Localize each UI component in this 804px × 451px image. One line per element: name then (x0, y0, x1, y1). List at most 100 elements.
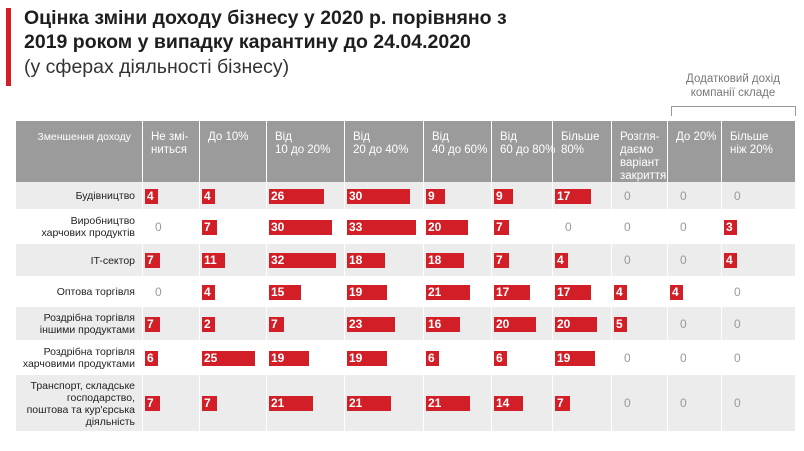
bar-value-label: 20 (496, 316, 510, 331)
bar-value-label: 7 (271, 316, 278, 331)
value-bar (269, 219, 332, 235)
value-bar (202, 284, 215, 300)
bar-value-label: 7 (557, 396, 564, 410)
value-bar (269, 396, 313, 411)
value-bar (614, 284, 627, 300)
value-bar (555, 284, 591, 300)
value-bar (145, 188, 158, 204)
bar-value-label: 2 (204, 316, 211, 331)
value-bar (347, 253, 385, 268)
row-cell (722, 307, 795, 340)
zero-value: 0 (624, 188, 631, 203)
bar-value-label: 23 (349, 316, 363, 331)
column-header: Від (432, 131, 449, 143)
row-label: Роздрібна торгівля (43, 312, 135, 324)
bar-value-label: 26 (271, 188, 285, 203)
header-cell (267, 121, 344, 182)
zero-value: 0 (680, 188, 687, 203)
column-header: Від (500, 131, 517, 143)
header-cell (16, 121, 142, 182)
bar-value-label: 11 (204, 253, 217, 267)
row-label: Транспорт, складське (30, 379, 136, 392)
value-bar (426, 284, 470, 300)
bar-value-label: 19 (557, 350, 571, 365)
zero-value: 0 (565, 219, 572, 234)
bar-value-label: 7 (496, 219, 503, 234)
column-header: Не змі- (151, 131, 189, 143)
bar-value-label: 21 (428, 284, 442, 299)
row-cell (668, 341, 721, 374)
header-cell (200, 121, 266, 182)
bar-value-label: 18 (349, 253, 363, 267)
chart-title: Оцінка зміни доходу бізнесу у 2020 р. по… (24, 7, 507, 53)
row-cell (722, 375, 795, 431)
bar-value-label: 32 (271, 253, 285, 267)
value-bar (202, 188, 215, 204)
row-cell (668, 210, 721, 243)
bar-value-label: 6 (428, 350, 435, 365)
bar-value-label: 7 (204, 219, 211, 234)
bar-value-label: 7 (496, 253, 503, 267)
value-bar (202, 219, 217, 235)
row-label: Будівництво (75, 190, 135, 202)
bar-value-label: 19 (349, 284, 363, 299)
bar-value-label: 7 (147, 253, 154, 267)
zero-value: 0 (680, 316, 687, 331)
row-cell (668, 244, 721, 276)
value-bar (269, 253, 336, 268)
corner-label: Зменшення доходу (37, 131, 131, 143)
bar-value-label: 4 (726, 253, 733, 267)
title-accent-bar (6, 8, 11, 86)
header-cell (345, 121, 423, 182)
value-bar (614, 316, 627, 332)
bar-value-label: 4 (616, 284, 623, 299)
column-header: Від (353, 131, 370, 143)
row-cell (553, 210, 611, 243)
header-cell (424, 121, 491, 182)
row-label: харчових продуктів (41, 227, 135, 239)
bar-value-label: 14 (496, 396, 510, 410)
zero-value: 0 (734, 284, 741, 299)
header-cell (722, 121, 795, 182)
row-cell (722, 182, 795, 209)
column-header: 20 до 40% (353, 144, 409, 156)
bar-value-label: 18 (428, 253, 442, 267)
value-bar (494, 316, 536, 332)
bar-value-label: 7 (147, 316, 154, 331)
row-cell (722, 341, 795, 374)
value-bar (269, 284, 301, 300)
header-cell (492, 121, 552, 182)
row-label: поштова та кур'єрська (26, 403, 135, 416)
column-header: 60 до 80% (500, 144, 556, 156)
zero-value: 0 (155, 284, 162, 299)
zero-value: 0 (680, 253, 687, 267)
bar-value-label: 4 (204, 188, 211, 203)
zero-value: 0 (680, 396, 687, 410)
row-cell (612, 182, 667, 209)
bar-value-label: 6 (496, 350, 503, 365)
value-bar (555, 350, 595, 366)
bar-value-label: 5 (616, 316, 623, 331)
bar-value-label: 33 (349, 219, 363, 234)
bar-value-label: 16 (428, 316, 442, 331)
column-header: ніж 20% (730, 144, 773, 156)
row-cell (612, 341, 667, 374)
row-cell (722, 277, 795, 306)
value-bar (269, 316, 284, 332)
bar-value-label: 9 (428, 188, 435, 203)
value-bar (145, 396, 160, 411)
value-bar (426, 316, 460, 332)
column-header: Від (275, 131, 292, 143)
row-cell (16, 182, 142, 209)
bar-value-label: 17 (496, 284, 510, 299)
bar-value-label: 9 (496, 188, 503, 203)
column-header: 80% (561, 144, 585, 156)
column-header: Розгля- (620, 131, 660, 143)
row-cell (143, 210, 199, 243)
zero-value: 0 (624, 396, 631, 410)
header-cell (143, 121, 199, 182)
column-header: До 10% (208, 131, 249, 143)
chart-subtitle: (у сферах діяльності бізнесу) (24, 56, 290, 78)
value-bar (426, 188, 445, 204)
